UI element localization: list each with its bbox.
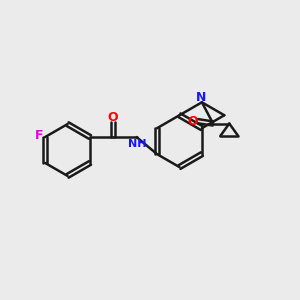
Text: F: F bbox=[34, 129, 43, 142]
Text: N: N bbox=[196, 92, 206, 104]
Text: O: O bbox=[188, 115, 198, 128]
Text: O: O bbox=[108, 111, 118, 124]
Text: NH: NH bbox=[128, 140, 147, 149]
